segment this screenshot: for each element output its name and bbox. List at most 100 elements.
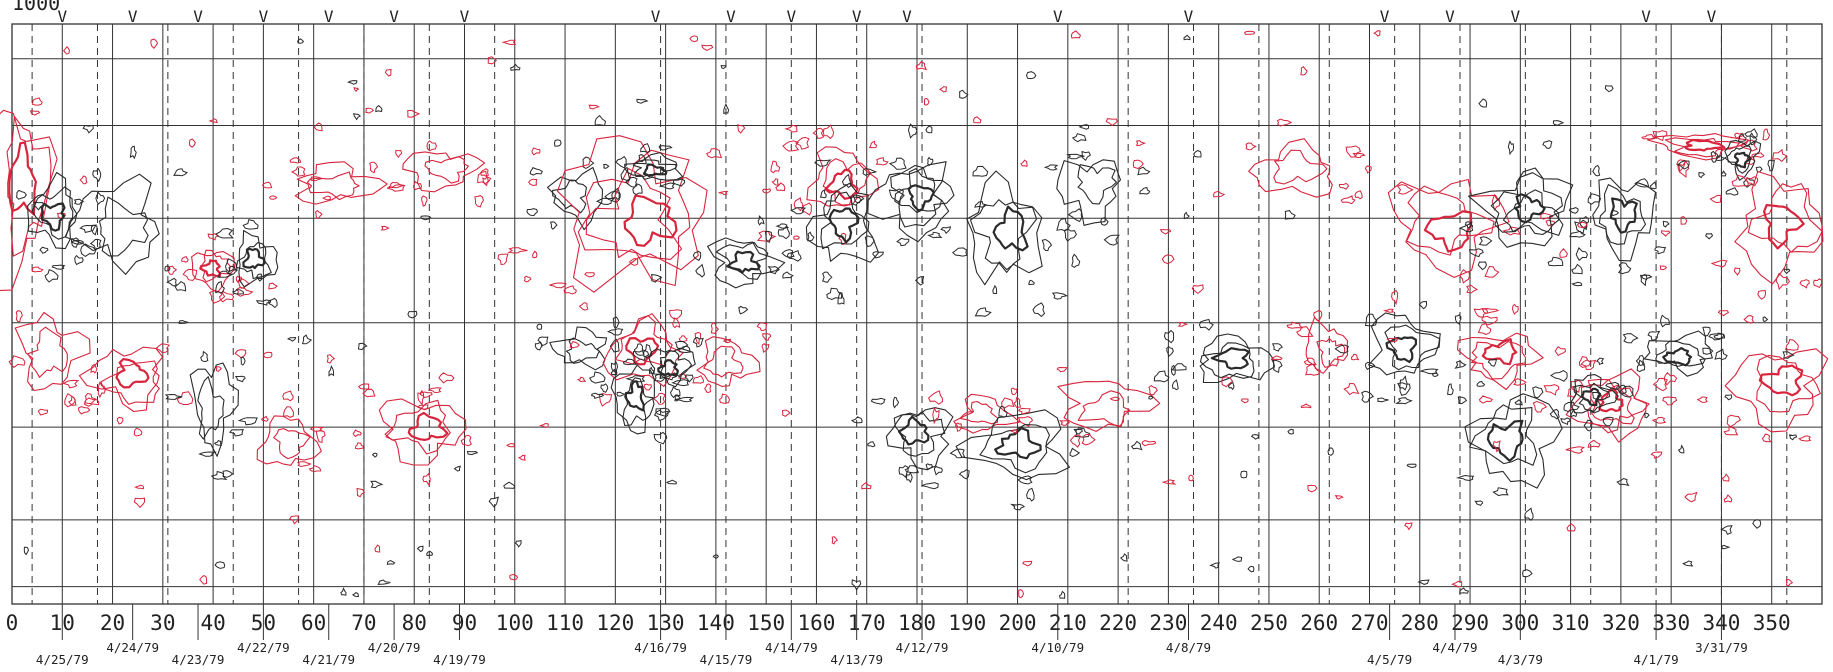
contour-level [577, 149, 691, 287]
contour-level [806, 146, 880, 207]
contour-fragment [770, 160, 781, 174]
contour-fragment [655, 407, 671, 417]
contour-fragment [386, 560, 396, 565]
contour-fragment [684, 374, 694, 383]
contour-fragment [309, 426, 325, 432]
contour-fragment [1478, 236, 1493, 246]
contour-fragment [888, 157, 907, 170]
contour-fragment [1010, 387, 1018, 396]
contour-fragment [365, 107, 375, 114]
contour-fragment [181, 255, 189, 263]
contour-fragment [1731, 174, 1749, 187]
contour-level [1570, 374, 1619, 414]
contour-fragment [888, 188, 904, 204]
contour-level [1387, 178, 1510, 278]
contour-level [1481, 338, 1518, 366]
contour-fragment [1662, 220, 1670, 228]
positive-field-region [0, 97, 88, 292]
contour-fragment [234, 375, 246, 383]
contour-fragment [262, 351, 273, 359]
scattered-fragments [23, 30, 1798, 599]
contour-fragment [756, 322, 768, 331]
contour-fragment [313, 122, 323, 132]
contour-fragment [1313, 309, 1323, 322]
contour-fragment [614, 155, 628, 169]
contour-fragment [1799, 279, 1810, 289]
contour-fragment [1406, 463, 1417, 469]
contour-level [1664, 137, 1740, 158]
contour-fragment [704, 383, 712, 393]
contour-fragment [517, 454, 526, 461]
contour-level [979, 424, 1051, 474]
contour-fragment [1132, 159, 1144, 170]
contour-fragment [1798, 435, 1812, 442]
contour-fragment [82, 124, 94, 134]
contour-level [546, 166, 603, 231]
contour-fragment [651, 274, 663, 283]
contour-fragment [1352, 152, 1366, 159]
contour-fragment [974, 201, 987, 208]
contour-level [27, 171, 78, 250]
contour-level [1683, 138, 1726, 152]
date-label: 4/3/79 [1498, 652, 1543, 667]
contour-fragment [1377, 397, 1389, 403]
contour-fragment [261, 181, 273, 189]
contour-fragment [1788, 434, 1798, 441]
contour-fragment [1119, 553, 1128, 562]
contour-fragment [1477, 323, 1492, 335]
x-tick-label: 350 [1753, 611, 1791, 635]
contour-level [955, 409, 1071, 481]
contour-level [1077, 390, 1131, 428]
contour-fragment [1404, 522, 1413, 531]
contour-fragment [1785, 338, 1799, 351]
contour-level [659, 350, 693, 379]
positive-field-region [1456, 303, 1567, 404]
contour-fragment [861, 481, 872, 490]
contour-fragment [701, 44, 714, 51]
contour-fragment [178, 319, 189, 325]
contour-level [1756, 354, 1821, 413]
contour-fragment [370, 480, 384, 489]
contour-fragment [240, 356, 246, 366]
contour-fragment [781, 249, 795, 258]
contour-level [894, 168, 943, 214]
contour-fragment [837, 291, 845, 305]
positive-field-region [62, 343, 194, 437]
contour-fragment [632, 183, 643, 196]
contour-level [407, 411, 449, 441]
date-label: 4/23/79 [172, 652, 225, 667]
contour-fragment [868, 140, 878, 149]
contour-fragment [1287, 428, 1294, 435]
contour-fragment [850, 416, 863, 424]
rotation-marker: V [902, 7, 912, 26]
contour-fragment [164, 265, 171, 272]
contour-fragment [1775, 272, 1790, 291]
contour-fragment [528, 178, 538, 187]
contour-fragment [1081, 433, 1096, 446]
contour-fragment [706, 148, 723, 159]
contour-fragment [466, 450, 479, 456]
contour-level [642, 163, 668, 178]
contour-fragment [1524, 507, 1534, 522]
contour-fragment [1643, 412, 1650, 419]
contour-fragment [419, 391, 433, 399]
contour-fragment [1605, 381, 1620, 390]
contour-fragment [1373, 30, 1381, 37]
contour-fragment [1662, 396, 1678, 406]
contour-level [306, 171, 360, 201]
contour-fragment [1698, 172, 1706, 179]
contour-fragment [1066, 153, 1085, 160]
contour-fragment [643, 383, 652, 391]
contour-fragment [1171, 379, 1179, 391]
contour-fragment [718, 190, 729, 196]
x-tick-label: 80 [402, 611, 427, 635]
contour-fragment [915, 61, 928, 71]
contour-fragment [1751, 152, 1765, 158]
contour-fragment [198, 451, 217, 457]
date-label: 4/24/79 [106, 640, 159, 655]
contour-fragment [164, 393, 183, 400]
contour-fragment [927, 390, 944, 405]
contour-fragment [407, 109, 421, 118]
negative-field-region [1710, 128, 1775, 196]
contour-fragment [420, 215, 432, 221]
